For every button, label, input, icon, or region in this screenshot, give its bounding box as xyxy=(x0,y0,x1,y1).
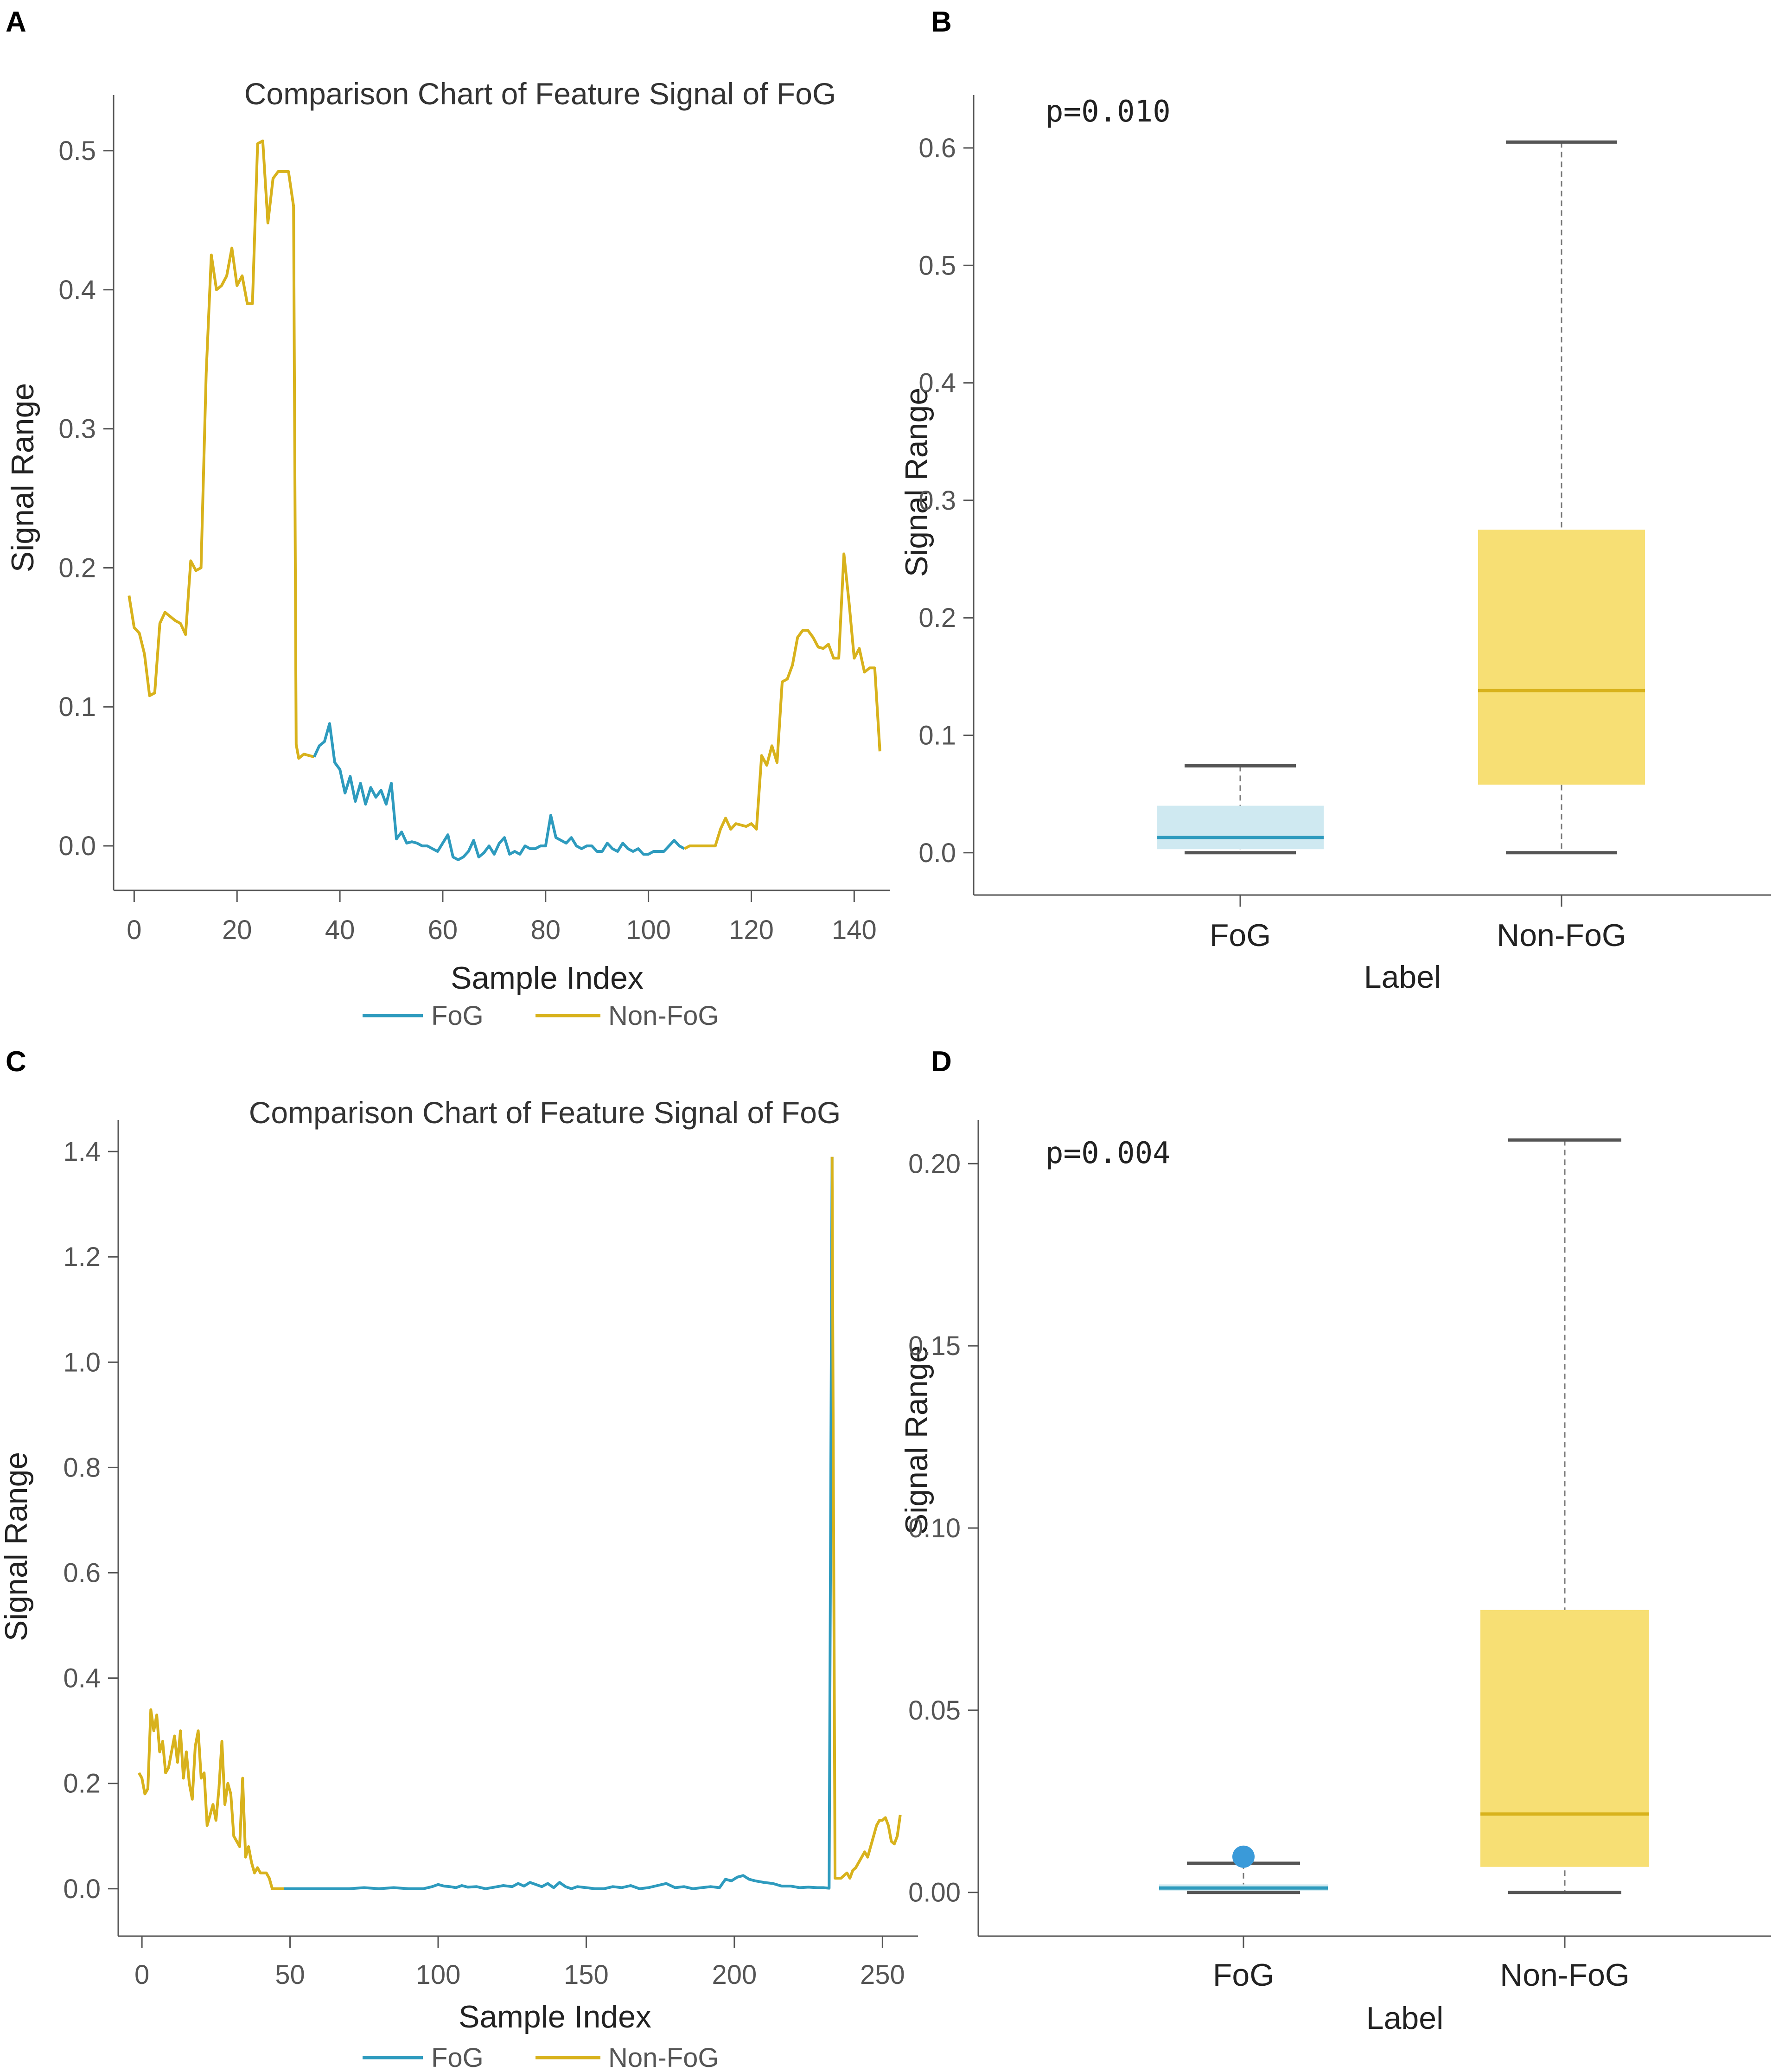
x-tick-label: 150 xyxy=(564,1960,609,1990)
panel-b-x-axis-title: Label xyxy=(1364,959,1441,995)
panel-d-box-plot: p=0.004 Label Signal Range 0.00 0.05 0.10 0… xyxy=(899,1120,1771,2036)
x-tick-label: 0 xyxy=(127,915,141,945)
nonfog-series-line xyxy=(292,206,315,760)
y-tick-label: 0.0 xyxy=(63,1874,101,1904)
panel-d-y-axis-title: Signal Range xyxy=(899,1345,934,1535)
x-category-label: Non-FoG xyxy=(1500,1957,1630,1993)
nonfog-series-line xyxy=(683,552,881,850)
nonfog-box xyxy=(1478,530,1645,785)
y-tick-label: 0.8 xyxy=(63,1452,101,1483)
x-tick-label: 60 xyxy=(428,915,458,945)
nonfog-series-line xyxy=(128,139,295,697)
panel-a-line-chart: Comparison Chart of Feature Signal of Fo… xyxy=(5,77,890,1031)
panel-c-legend: FoG Non-FoG xyxy=(363,2043,719,2072)
y-tick-label: 0.6 xyxy=(63,1558,101,1588)
panel-c-x-axis-title: Sample Index xyxy=(459,1999,651,2034)
y-tick-label: 0.4 xyxy=(63,1663,101,1694)
y-tick-label: 1.4 xyxy=(63,1137,101,1167)
y-tick-label: 0.5 xyxy=(918,250,956,281)
panel-c-title: Comparison Chart of Feature Signal of Fo… xyxy=(249,1095,841,1130)
y-tick-label: 0.4 xyxy=(58,275,96,305)
fog-outlier-point xyxy=(1232,1845,1255,1868)
y-tick-label: 0.20 xyxy=(908,1149,961,1179)
y-tick-label: 1.0 xyxy=(63,1347,101,1377)
x-tick-label: 100 xyxy=(626,915,671,945)
panel-a-x-axis-title: Sample Index xyxy=(451,960,644,996)
panel-c-line-chart: Comparison Chart of Feature Signal of Fo… xyxy=(0,1095,918,2072)
legend-nonfog-label: Non-FoG xyxy=(608,1001,719,1031)
x-tick-label: 20 xyxy=(222,915,252,945)
legend-fog-label: FoG xyxy=(431,1001,484,1031)
x-category-label: FoG xyxy=(1210,918,1271,953)
nonfog-series-line xyxy=(830,1157,902,1880)
y-tick-label: 0.2 xyxy=(63,1769,101,1799)
fog-series-line xyxy=(312,722,685,861)
y-tick-label: 0.4 xyxy=(918,368,956,398)
x-tick-label: 100 xyxy=(416,1960,461,1990)
panel-d-p-value: p=0.004 xyxy=(1046,1136,1171,1170)
panel-label-c: C xyxy=(6,1046,26,1078)
x-tick-label: 80 xyxy=(531,915,561,945)
fog-box xyxy=(1157,806,1324,850)
x-tick-label: 250 xyxy=(860,1960,905,1990)
panel-d-x-axis-title: Label xyxy=(1366,2001,1443,2036)
x-tick-label: 120 xyxy=(729,915,774,945)
x-tick-label: 0 xyxy=(134,1960,149,1990)
y-tick-label: 0.3 xyxy=(918,486,956,516)
x-tick-label: 40 xyxy=(325,915,355,945)
panel-a-y-axis-title: Signal Range xyxy=(5,383,40,572)
y-tick-label: 0.0 xyxy=(918,838,956,868)
nonfog-series-line xyxy=(138,1708,284,1890)
x-tick-label: 140 xyxy=(832,915,877,945)
y-tick-label: 0.5 xyxy=(58,136,96,166)
fog-series-line xyxy=(284,1157,834,1890)
legend-fog-label: FoG xyxy=(431,2043,484,2072)
panel-b-p-value: p=0.010 xyxy=(1046,95,1171,129)
panel-label-a: A xyxy=(6,6,26,38)
panel-b-box-plot: p=0.010 Label Signal Range 0.0 0.1 0.2 0.3 0… xyxy=(899,95,1771,995)
y-tick-label: 0.1 xyxy=(58,692,96,722)
x-category-label: Non-FoG xyxy=(1497,918,1626,953)
y-tick-label: 0.3 xyxy=(58,414,96,444)
panel-a-legend: FoG Non-FoG xyxy=(363,1001,719,1031)
y-tick-label: 0.1 xyxy=(918,721,956,751)
panel-b-y-axis-title: Signal Range xyxy=(899,388,934,577)
panel-label-d: D xyxy=(931,1046,952,1078)
y-tick-label: 0.2 xyxy=(918,603,956,633)
y-tick-label: 0.0 xyxy=(58,831,96,861)
y-tick-label: 0.05 xyxy=(908,1695,961,1726)
y-tick-label: 0.2 xyxy=(58,553,96,583)
panel-a-title: Comparison Chart of Feature Signal of Fo… xyxy=(244,77,836,111)
panel-label-b: B xyxy=(931,6,952,38)
panel-c-y-axis-title: Signal Range xyxy=(0,1452,34,1641)
y-tick-label: 1.2 xyxy=(63,1242,101,1272)
y-tick-label: 0.6 xyxy=(918,133,956,163)
y-tick-label: 0.15 xyxy=(908,1331,961,1361)
y-tick-label: 0.10 xyxy=(908,1513,961,1543)
legend-nonfog-label: Non-FoG xyxy=(608,2043,719,2072)
y-tick-label: 0.00 xyxy=(908,1878,961,1908)
nonfog-box xyxy=(1480,1610,1649,1867)
x-tick-label: 200 xyxy=(712,1960,757,1990)
x-category-label: FoG xyxy=(1213,1957,1274,1993)
x-tick-label: 50 xyxy=(275,1960,305,1990)
